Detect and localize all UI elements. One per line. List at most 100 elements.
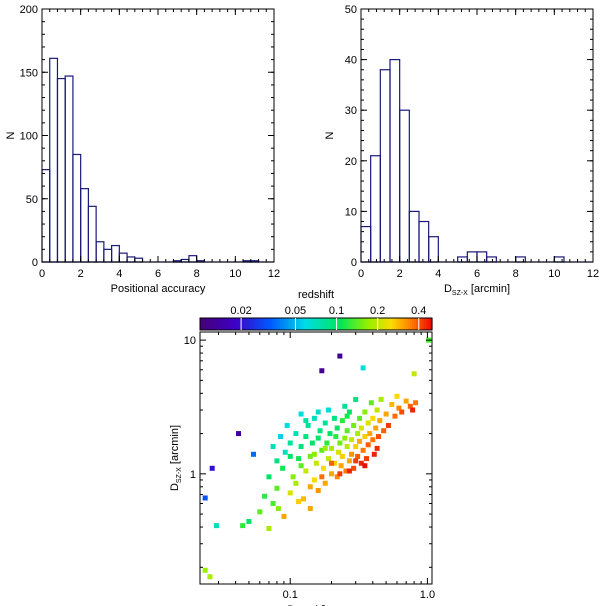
scatter-point [213, 523, 219, 529]
scatter-point [357, 438, 363, 444]
scatter-point [270, 500, 276, 506]
scatter-point [339, 418, 345, 424]
scatter-point [337, 440, 343, 446]
colorbar-segment [370, 318, 373, 330]
colorbar-segment [360, 318, 363, 330]
colorbar-segment [270, 318, 273, 330]
histogram-bar [457, 256, 468, 263]
scatter-point [307, 453, 313, 459]
scatter-point [362, 409, 368, 415]
x-tick-label: 0 [39, 268, 45, 280]
y-axis-label: N [5, 131, 17, 139]
scatter-point [202, 567, 208, 573]
colorbar-segment [260, 318, 263, 330]
colorbar-segment [232, 318, 235, 330]
colorbar-tick-label: 0.1 [329, 305, 344, 317]
scatter-point [378, 396, 384, 402]
scatter-point [357, 415, 363, 421]
x-axis-label: DSZ-X / θ500,X [287, 604, 345, 606]
y-axis-label-part: SZ-X [176, 467, 183, 483]
colorbar-segment [362, 318, 365, 330]
scatter-point [293, 431, 299, 437]
colorbar-segment [352, 318, 355, 330]
x-axis-label: Positional accuracy [111, 283, 206, 295]
colorbar-segment [304, 318, 307, 330]
colorbar-segment [202, 318, 205, 330]
x-tick-label: 12 [587, 268, 599, 280]
histogram-bar [486, 256, 497, 263]
scatter-point [293, 480, 299, 486]
colorbar-segment [420, 318, 423, 330]
scatter-point [280, 465, 286, 471]
colorbar-segment [322, 318, 325, 330]
histogram-bar [418, 220, 430, 263]
colorbar-segment [212, 318, 215, 330]
colorbar-segment [246, 318, 249, 330]
scatter-point [334, 474, 340, 480]
y-tick-label: 0 [32, 257, 38, 269]
y-axis-label: N [324, 131, 336, 139]
histogram-bar [389, 58, 401, 263]
y-tick-label: 200 [20, 4, 38, 16]
colorbar-segment [386, 318, 389, 330]
x-axis-label-part: SZ-X [452, 290, 468, 297]
colorbar-segment [268, 318, 271, 330]
colorbar-segment [342, 318, 345, 330]
y-tick-label: 0 [351, 257, 357, 269]
colorbar-segment [412, 318, 415, 330]
x-tick-label: 10 [548, 268, 560, 280]
colorbar-segment [422, 318, 425, 330]
y-tick-label: 40 [345, 55, 357, 67]
colorbar-segment [210, 318, 213, 330]
colorbar-segment [316, 318, 319, 330]
colorbar-segment [388, 318, 391, 330]
colorbar-segment [272, 318, 275, 330]
scatter-point [287, 453, 293, 459]
colorbar-segment [218, 318, 221, 330]
scatter-point [355, 453, 361, 459]
scatter-point [389, 401, 395, 407]
colorbar-segment [208, 318, 211, 330]
colorbar-segment [310, 318, 313, 330]
scatter-point [365, 420, 371, 426]
colorbar-segment [266, 318, 269, 330]
scatter-point [339, 453, 345, 459]
scatter-point [315, 409, 321, 415]
y-axis-label-part: D [169, 483, 181, 491]
scatter-point [319, 474, 325, 480]
colorbar-segment [204, 318, 207, 330]
histogram-bar [49, 57, 59, 263]
scatter-point [370, 415, 376, 421]
scatter-point [344, 428, 350, 434]
colorbar-segment [396, 318, 399, 330]
colorbar-tick-label: 0.4 [411, 305, 426, 317]
scatter-point [287, 490, 293, 496]
scatter-point [403, 398, 409, 404]
scatter-point [290, 474, 296, 480]
colorbar-segment [356, 318, 359, 330]
x-tick-label: 6 [474, 268, 480, 280]
plot-frame [199, 331, 433, 585]
colorbar-segment [358, 318, 361, 330]
scatter-point [413, 400, 419, 406]
x-tick-label: 0.1 [283, 589, 298, 601]
x-axis-label: DSZ-X [arcmin] [444, 283, 510, 297]
plot-frame [360, 8, 594, 263]
colorbar-segment [368, 318, 371, 330]
scatter-point [321, 465, 327, 471]
colorbar-segment [424, 318, 427, 330]
colorbar-segment [336, 318, 339, 330]
scatter-point [311, 477, 317, 483]
scatter-point [329, 460, 335, 466]
colorbar-segment [374, 318, 377, 330]
scatter-point [327, 431, 333, 437]
plot-frame [41, 8, 275, 263]
scatter-point [262, 493, 268, 499]
colorbar-segment [286, 318, 289, 330]
offset-scatter-plot: 0.02 0.05 0.1 0.2 0.4 redshift 0.1 1.0 1 10 DSZ-X … [169, 289, 435, 606]
colorbar-segment [238, 318, 241, 330]
scatter-point [325, 407, 331, 413]
scatter-point [325, 456, 331, 462]
x-axis-label-part: D [444, 283, 452, 295]
scatter-point [284, 422, 290, 428]
